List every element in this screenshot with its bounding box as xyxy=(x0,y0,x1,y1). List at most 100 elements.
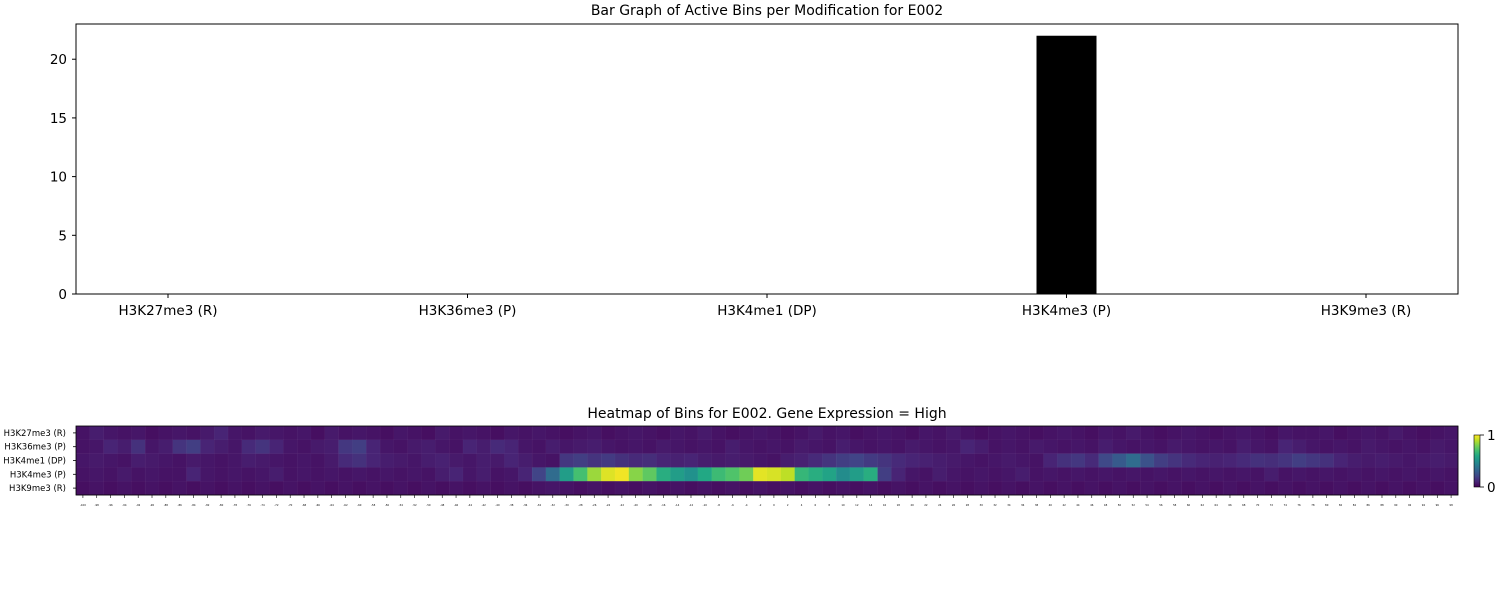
heatmap-cell xyxy=(310,467,326,482)
heatmap-cell xyxy=(891,425,906,441)
heatmap-cell xyxy=(1444,453,1459,468)
heatmap-cell xyxy=(1029,453,1044,468)
heatmap-col-label: -30 xyxy=(564,503,569,507)
heatmap-cell xyxy=(905,439,920,455)
heatmap-cell xyxy=(407,467,422,482)
heatmap-cell xyxy=(1347,481,1362,496)
heatmap-cell xyxy=(1139,481,1155,496)
heatmap-cell xyxy=(421,453,436,468)
heatmap-cell xyxy=(214,425,229,441)
heatmap-cell xyxy=(1153,453,1169,468)
heatmap-cell xyxy=(1236,439,1252,455)
heatmap-cell xyxy=(545,439,561,455)
heatmap-cell xyxy=(918,439,934,455)
heatmap-cell xyxy=(642,439,657,455)
heatmap-cell xyxy=(531,481,547,496)
heatmap-cell xyxy=(407,481,422,496)
heatmap-col-label: 4 xyxy=(801,503,803,507)
heatmap-row-label: H3K36me3 (P) xyxy=(4,443,66,453)
heatmap-col-label: 70 xyxy=(1256,503,1260,507)
heatmap-col-label: -58 xyxy=(371,503,376,507)
heatmap-cell xyxy=(1057,453,1072,468)
bar-x-tick-label: H3K36me3 (P) xyxy=(419,303,517,319)
heatmap-cell xyxy=(1236,467,1252,482)
heatmap-cell xyxy=(1388,467,1404,482)
heatmap-cell xyxy=(200,439,215,455)
heatmap-cell xyxy=(1264,481,1279,496)
heatmap-cell xyxy=(683,425,699,441)
heatmap-col-label: 76 xyxy=(1297,503,1301,507)
heatmap-cell xyxy=(1374,481,1390,496)
heatmap-cell xyxy=(1347,425,1362,441)
heatmap-cell xyxy=(1278,467,1293,482)
heatmap-cell xyxy=(628,425,644,441)
heatmap-cell xyxy=(504,453,519,468)
heatmap-cell xyxy=(255,481,270,496)
heatmap-cell xyxy=(75,425,91,441)
heatmap-cell xyxy=(1029,467,1044,482)
heatmap-col-label: -60 xyxy=(357,503,362,507)
heatmap-cell xyxy=(117,453,132,468)
heatmap-cell xyxy=(1250,439,1265,455)
heatmap-cell xyxy=(835,439,851,455)
heatmap-cell xyxy=(269,425,284,441)
heatmap-col-label: 60 xyxy=(1187,503,1191,507)
heatmap-col-label: 48 xyxy=(1104,503,1108,507)
heatmap-col-label: -72 xyxy=(274,503,279,507)
heatmap-cell xyxy=(89,481,105,496)
heatmap-cell xyxy=(1264,439,1279,455)
heatmap-col-label: 62 xyxy=(1201,503,1205,507)
heatmap-col-label: -48 xyxy=(440,503,445,507)
heatmap-cell xyxy=(144,425,160,441)
heatmap-cell xyxy=(601,481,616,496)
heatmap-col-label: -4 xyxy=(745,503,748,507)
heatmap-cell xyxy=(1098,425,1113,441)
heatmap-col-label: -98 xyxy=(95,503,100,507)
heatmap-cell xyxy=(1057,467,1072,482)
heatmap-cell xyxy=(75,481,91,496)
heatmap-cell xyxy=(462,467,478,482)
heatmap-cell xyxy=(1305,439,1321,455)
heatmap-cell xyxy=(822,467,837,482)
heatmap-cell xyxy=(891,467,906,482)
heatmap-col-label: 46 xyxy=(1090,503,1094,507)
bar-x-axis: H3K27me3 (R) H3K36me3 (P) H3K4me1 (DP) H3K4… xyxy=(118,294,1411,319)
heatmap-row-label: H3K27me3 (R) xyxy=(4,429,66,439)
heatmap-cell xyxy=(1416,439,1431,455)
heatmap-cell xyxy=(1126,439,1141,455)
heatmap-col-label: -12 xyxy=(689,503,694,507)
heatmap-cell xyxy=(601,439,616,455)
heatmap-col-label: -46 xyxy=(454,503,459,507)
colorbar-ticks: 01 xyxy=(1480,428,1496,496)
heatmap-cell xyxy=(366,425,381,441)
heatmap-cell xyxy=(987,439,1003,455)
heatmap-cell xyxy=(144,453,160,468)
heatmap-cell xyxy=(1112,439,1127,455)
heatmap-cell xyxy=(103,467,118,482)
heatmap-cell xyxy=(1001,467,1017,482)
heatmap-cell xyxy=(1402,453,1417,468)
heatmap-cell xyxy=(1444,467,1459,482)
heatmap-cell xyxy=(200,453,215,468)
heatmap-cell xyxy=(739,467,754,482)
heatmap-col-label: -90 xyxy=(150,503,155,507)
heatmap-cell xyxy=(1444,439,1459,455)
heatmap-cell xyxy=(587,453,602,468)
heatmap-cell xyxy=(1430,453,1445,468)
heatmap-cell xyxy=(338,467,353,482)
heatmap-cell xyxy=(1015,453,1031,468)
heatmap-cell xyxy=(1402,425,1417,441)
heatmap-cell xyxy=(117,439,132,455)
bar-y-tick-label: 0 xyxy=(58,287,67,303)
heatmap-cell xyxy=(711,453,726,468)
heatmap-cell xyxy=(476,481,492,496)
heatmap-cell xyxy=(1278,439,1293,455)
heatmap-cell xyxy=(1264,425,1279,441)
heatmap-cell xyxy=(1070,481,1086,496)
heatmap-cell xyxy=(683,453,699,468)
heatmap-cell xyxy=(448,439,464,455)
heatmap-cell xyxy=(863,425,879,441)
heatmap-cell xyxy=(1043,439,1058,455)
heatmap-cell xyxy=(1416,425,1431,441)
heatmap-cell xyxy=(448,453,464,468)
